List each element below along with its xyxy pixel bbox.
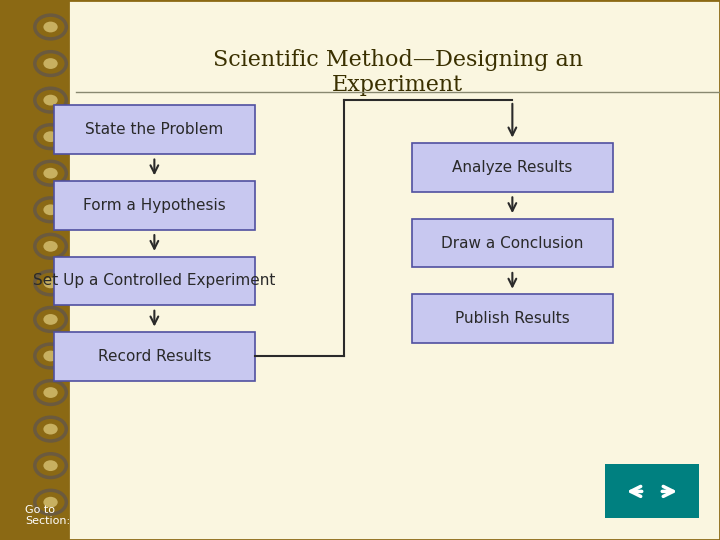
FancyBboxPatch shape — [412, 143, 613, 192]
Text: Analyze Results: Analyze Results — [452, 160, 572, 175]
FancyBboxPatch shape — [68, 0, 720, 540]
FancyBboxPatch shape — [54, 105, 255, 154]
Text: Record Results: Record Results — [98, 349, 211, 364]
Text: Scientific Method—Designing an
Experiment: Scientific Method—Designing an Experimen… — [213, 49, 582, 96]
Circle shape — [43, 314, 58, 325]
FancyBboxPatch shape — [412, 219, 613, 267]
Circle shape — [43, 350, 58, 361]
Text: Go to
Section:: Go to Section: — [25, 505, 71, 526]
Text: Draw a Conclusion: Draw a Conclusion — [441, 235, 583, 251]
Text: State the Problem: State the Problem — [85, 122, 223, 137]
FancyBboxPatch shape — [54, 181, 255, 230]
Circle shape — [43, 94, 58, 105]
Text: Publish Results: Publish Results — [455, 311, 570, 326]
FancyBboxPatch shape — [606, 464, 698, 518]
Circle shape — [43, 460, 58, 471]
Circle shape — [43, 168, 58, 179]
Circle shape — [43, 278, 58, 288]
Circle shape — [43, 131, 58, 142]
Circle shape — [43, 497, 58, 508]
Circle shape — [43, 204, 58, 215]
Circle shape — [43, 22, 58, 32]
Circle shape — [43, 58, 58, 69]
FancyBboxPatch shape — [412, 294, 613, 343]
Circle shape — [43, 241, 58, 252]
FancyBboxPatch shape — [54, 256, 255, 305]
FancyBboxPatch shape — [54, 332, 255, 381]
Text: Set Up a Controlled Experiment: Set Up a Controlled Experiment — [33, 273, 276, 288]
Circle shape — [43, 424, 58, 435]
Circle shape — [43, 387, 58, 398]
Text: Form a Hypothesis: Form a Hypothesis — [83, 198, 226, 213]
